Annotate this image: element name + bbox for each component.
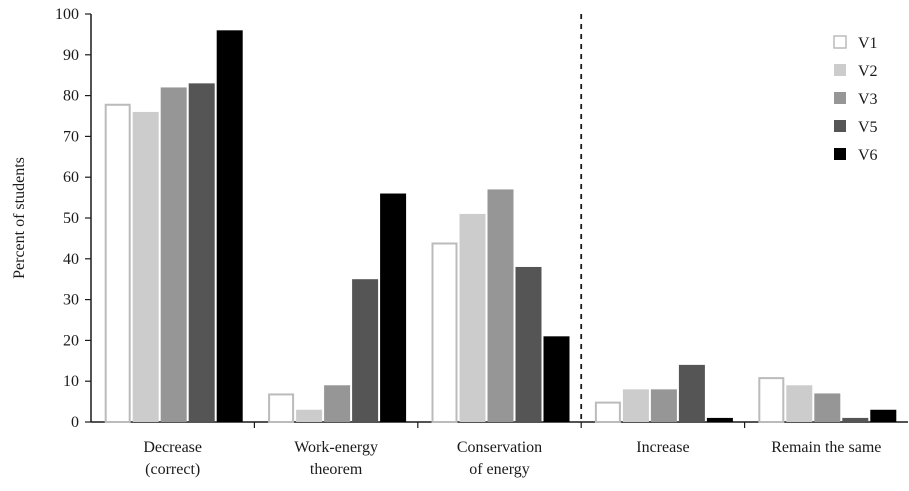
y-tick-label: 0: [71, 414, 79, 431]
legend-swatch-v2: [834, 64, 846, 76]
category-label: of energy: [469, 461, 530, 478]
bar-v2-cat-0: [132, 111, 159, 423]
legend-swatch-v5: [834, 120, 846, 132]
bar-v2-cat-2: [459, 213, 486, 422]
bar-v6-cat-3: [706, 417, 733, 422]
y-tick-label: 30: [63, 292, 79, 309]
legend-label-v3: V3: [858, 91, 878, 108]
bar-v2-cat-4: [786, 385, 813, 422]
bar-v5-cat-2: [515, 266, 542, 422]
y-tick-label: 20: [63, 332, 79, 349]
bar-v1-cat-4: [758, 377, 785, 423]
category-label: Work-energy: [294, 439, 378, 456]
legend-swatch-v1: [833, 35, 847, 49]
legend-label-v1: V1: [858, 35, 878, 52]
legend-label-v6: V6: [858, 147, 878, 164]
bar-v6-cat-2: [543, 336, 570, 422]
y-tick-label: 80: [63, 88, 79, 105]
bar-v3-cat-0: [160, 87, 187, 422]
bar-v3-cat-1: [324, 385, 351, 422]
bar-v1-cat-3: [594, 401, 621, 424]
y-tick-label: 100: [55, 6, 79, 23]
legend-label-v2: V2: [858, 63, 878, 80]
y-tick-label: 60: [63, 169, 79, 186]
y-tick-label: 10: [63, 373, 79, 390]
bar-v3-cat-2: [487, 189, 514, 422]
bar-v3-cat-4: [814, 393, 841, 422]
y-tick-label: 40: [63, 251, 79, 268]
bar-v1-cat-1: [268, 393, 295, 424]
bar-v5-cat-4: [842, 417, 869, 422]
y-axis-title: Percent of students: [11, 157, 28, 279]
y-tick-label: 70: [63, 128, 79, 145]
category-label: theorem: [310, 461, 363, 478]
bar-v6-cat-4: [870, 409, 897, 422]
category-label: Decrease: [143, 439, 202, 456]
bar-v1-cat-0: [104, 103, 131, 423]
bar-v6-cat-0: [216, 30, 243, 422]
category-label: Increase: [636, 439, 689, 456]
bar-v3-cat-3: [650, 389, 677, 422]
legend-swatch-v6: [834, 148, 846, 160]
category-label: (correct): [145, 461, 200, 478]
bar-v6-cat-1: [380, 193, 407, 422]
y-tick-label: 50: [63, 210, 79, 227]
y-tick-label: 90: [63, 47, 79, 64]
bar-v2-cat-3: [622, 389, 649, 422]
legend-swatch-v3: [834, 92, 846, 104]
bar-v5-cat-3: [678, 364, 705, 422]
category-label: Remain the same: [771, 439, 881, 456]
bar-v1-cat-2: [431, 242, 458, 423]
bar-v5-cat-0: [188, 83, 215, 423]
category-label: Conservation: [457, 439, 542, 456]
bar-v2-cat-1: [296, 409, 323, 422]
legend-label-v5: V5: [858, 119, 878, 136]
bar-v5-cat-1: [352, 279, 379, 422]
